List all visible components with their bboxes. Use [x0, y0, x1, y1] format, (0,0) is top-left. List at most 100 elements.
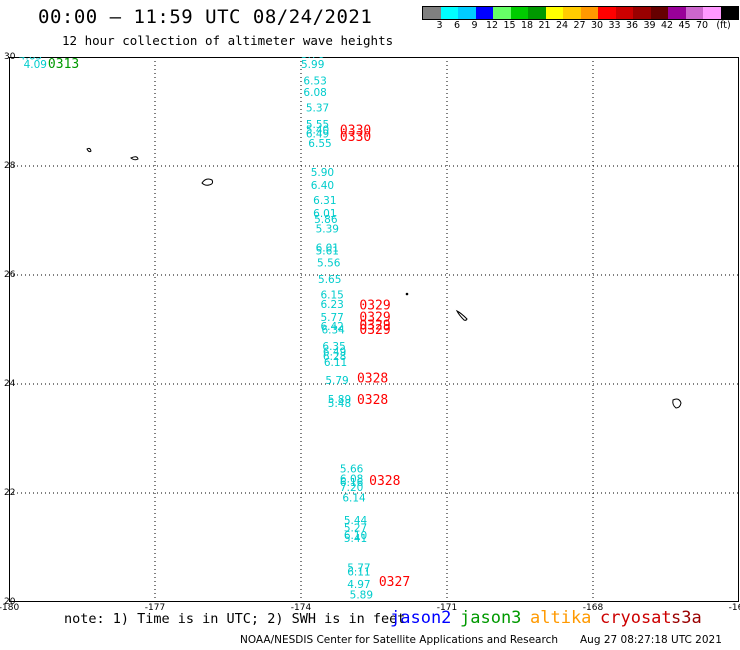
- swh-value: 6.08: [303, 87, 326, 99]
- colorbar-label: 42: [660, 20, 674, 31]
- colorbar-swatch: [510, 7, 528, 19]
- swh-value: 5.61: [316, 245, 339, 257]
- pass-time-label: 0328: [357, 371, 388, 386]
- island-outline: [672, 398, 682, 409]
- colorbar-swatch: [440, 7, 458, 19]
- colorbar-label: 15: [503, 20, 516, 31]
- swh-value: 5.86: [314, 214, 338, 226]
- pass-times: 0313033003300329032903290329032803280328…: [48, 57, 410, 590]
- swh-value: 5.89: [328, 394, 351, 406]
- pass-time-label: 0329: [359, 310, 390, 325]
- colorbar-label: 70: [695, 20, 709, 31]
- swh-value: 4.09: [24, 59, 47, 71]
- legend-altika: altika: [530, 608, 592, 628]
- colorbar-swatch: [423, 7, 441, 19]
- footer-note: note: 1) Time is in UTC; 2) SWH is in fe…: [64, 611, 406, 627]
- swh-value: 6.49: [306, 129, 329, 141]
- island-outlines: [86, 147, 682, 409]
- map-title: 00:00 – 11:59 UTC 08/24/2021: [38, 6, 373, 28]
- swh-value: 6.35: [322, 341, 345, 353]
- credit-line: NOAA/NESDIS Center for Satellite Applica…: [240, 634, 558, 646]
- swh-value: 6.23: [320, 299, 343, 311]
- colorbar-label: 3: [436, 20, 443, 31]
- swh-value: 5.44: [344, 515, 368, 527]
- colorbar-swatch: [720, 7, 738, 19]
- swh-value: 6.14: [342, 493, 366, 505]
- swh-value: 5.27: [344, 523, 367, 535]
- colorbar-label: 36: [625, 20, 639, 31]
- x-tick-label: -168: [582, 603, 604, 613]
- x-tick-label: -16: [728, 603, 740, 613]
- y-tick-label: 30: [4, 52, 16, 62]
- swh-value: 5.99: [301, 59, 324, 71]
- swh-value: 6.49: [323, 347, 346, 359]
- colorbar-label: 24: [555, 20, 569, 31]
- swh-value: 6.08: [340, 474, 363, 486]
- pass-time-label: 0328: [369, 474, 400, 489]
- colorbar-swatch: [685, 7, 703, 19]
- x-tick-label: -171: [436, 603, 458, 613]
- legend-s3a: s3a: [671, 608, 702, 628]
- swh-value: 6.15: [320, 289, 343, 301]
- colorbar-swatch: [528, 7, 546, 19]
- swh-value: 5.89: [350, 590, 373, 602]
- swh-value: 6.34: [321, 324, 345, 336]
- colorbar-label: 12: [485, 20, 499, 31]
- swh-value: 4.65: [19, 57, 42, 63]
- swh-value: 5.39: [316, 223, 339, 235]
- island-outline: [86, 147, 92, 153]
- colorbar-swatch: [598, 7, 616, 19]
- y-tick-label: 22: [4, 488, 16, 498]
- pass-time-label: 0327: [379, 575, 410, 590]
- swh-value: 6.11: [347, 566, 370, 578]
- swh-value: 5.56: [317, 257, 341, 269]
- pass-time-label: 0329: [359, 323, 390, 338]
- swh-value: 5.90: [311, 167, 334, 179]
- swh-value: 6.42: [320, 321, 343, 333]
- island-outline: [405, 292, 409, 296]
- y-tick-label: 28: [4, 161, 16, 171]
- x-tick-label: -174: [290, 603, 312, 613]
- swh-value: 7.20: [340, 482, 363, 494]
- colorbar-swatch: [615, 7, 633, 19]
- colorbar-label: (ft): [716, 20, 731, 31]
- island-outline: [201, 178, 214, 186]
- swh-value: 6.10: [344, 530, 367, 542]
- colorbar-labels: 3 6 9 12 15 18 21 24 27 30 33 36 39 42 45 70 (ft): [422, 20, 740, 32]
- swh-value: 5.40: [306, 124, 329, 136]
- colorbar-swatch: [475, 7, 493, 19]
- legend-jason2: jason2: [390, 608, 452, 628]
- colorbar-swatch: [650, 7, 668, 19]
- colorbar-label: 6: [453, 20, 461, 31]
- x-tick-label: -180: [0, 603, 20, 613]
- colorbar-swatch: [703, 7, 721, 19]
- graticule: [9, 57, 739, 602]
- swh-value: 5.66: [340, 463, 364, 475]
- swh-value: 6.31: [313, 195, 336, 207]
- colorbar-label: 21: [538, 20, 551, 31]
- swh-value: 6.01: [313, 208, 336, 220]
- swh-value: 6.11: [324, 357, 347, 369]
- pass-time-label: 0329: [359, 298, 390, 313]
- colorbar-label: 18: [520, 20, 534, 31]
- map-subtitle: 12 hour collection of altimeter wave hei…: [62, 33, 394, 48]
- colorbar-swatch: [580, 7, 598, 19]
- colorbar-swatch: [633, 7, 651, 19]
- swh-value: 6.53: [303, 75, 326, 87]
- swh-value: 6.40: [311, 180, 334, 192]
- colorbar-label: 9: [471, 20, 478, 31]
- x-tick-label: -177: [144, 603, 166, 613]
- colorbar-swatch: [563, 7, 581, 19]
- colorbar-label: 39: [643, 20, 656, 31]
- map-frame: [9, 57, 739, 602]
- colorbar-label: 30: [590, 20, 604, 31]
- legend-jason3: jason3: [460, 608, 522, 628]
- pass-time-label: 0313: [48, 57, 79, 72]
- y-tick-label: 26: [4, 270, 16, 280]
- y-tick-label: 20: [4, 597, 16, 607]
- swh-value: 5.77: [320, 312, 343, 324]
- swh-value: 5.76: [301, 57, 325, 61]
- legend-cryosat: cryosat: [600, 608, 672, 628]
- colorbar-swatch: [668, 7, 686, 19]
- colorbar-label: 27: [573, 20, 586, 31]
